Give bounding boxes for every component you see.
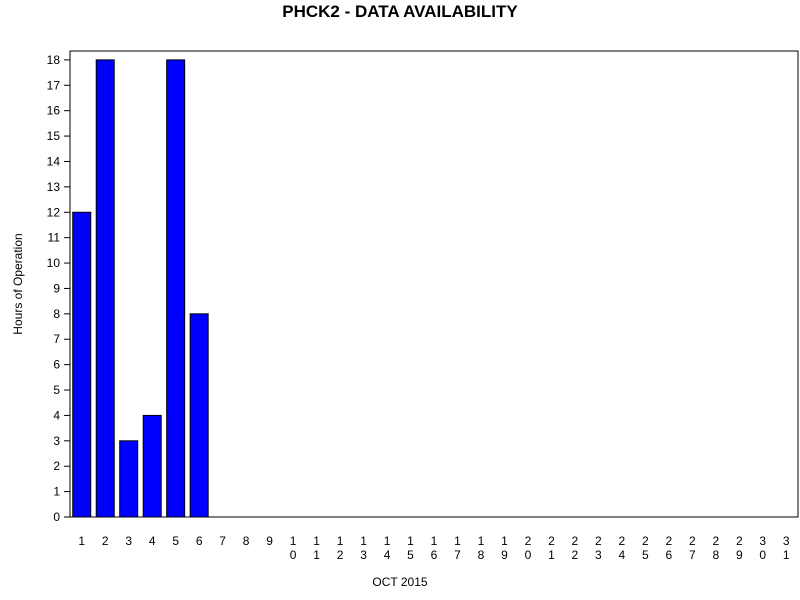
y-tick-label: 8 xyxy=(53,307,60,321)
y-tick-label: 18 xyxy=(47,53,61,67)
x-tick-label: 4 xyxy=(149,534,156,548)
bar xyxy=(72,211,92,518)
x-tick-label: 8 xyxy=(243,534,250,548)
x-tick-label: 7 xyxy=(219,534,226,548)
plot-frame xyxy=(69,50,799,518)
bar xyxy=(119,440,139,518)
y-tick-label: 1 xyxy=(53,485,60,499)
y-axis-label: Hours of Operation xyxy=(11,233,25,334)
y-tick-label: 6 xyxy=(53,358,60,372)
y-tick-label: 5 xyxy=(53,383,60,397)
y-tick-label: 9 xyxy=(53,281,60,295)
x-tick-label: 2 xyxy=(102,534,109,548)
bar xyxy=(142,414,162,518)
bar xyxy=(95,59,115,518)
y-tick-label: 0 xyxy=(53,510,60,524)
y-tick-label: 12 xyxy=(47,205,61,219)
x-tick-label: 3 xyxy=(125,534,132,548)
y-tick-label: 15 xyxy=(47,129,61,143)
x-tick-label: 9 xyxy=(266,534,273,548)
x-tick-label: 6 xyxy=(196,534,203,548)
y-tick-label: 16 xyxy=(47,104,61,118)
y-tick-label: 10 xyxy=(47,256,61,270)
y-tick-label: 3 xyxy=(53,434,60,448)
y-tick-label: 11 xyxy=(48,231,61,245)
chart-title: PHCK2 - DATA AVAILABILITY xyxy=(282,2,518,21)
y-tick-label: 7 xyxy=(53,332,60,346)
bar xyxy=(189,313,209,518)
y-tick-label: 2 xyxy=(53,459,60,473)
y-tick-label: 17 xyxy=(47,78,61,92)
x-tick-label: 1 xyxy=(78,534,85,548)
y-tick-label: 4 xyxy=(53,408,60,422)
y-tick-label: 14 xyxy=(47,154,61,168)
x-axis-label: OCT 2015 xyxy=(372,575,427,589)
x-tick-label: 5 xyxy=(172,534,179,548)
bar xyxy=(166,59,186,518)
y-tick-label: 13 xyxy=(47,180,61,194)
